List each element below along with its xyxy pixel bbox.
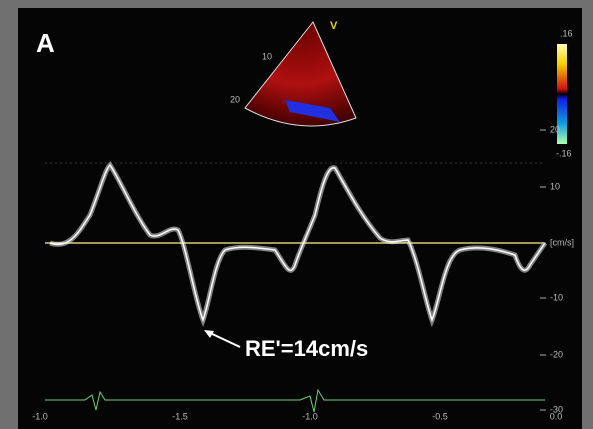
time-label: -0.5	[432, 411, 448, 421]
depth-label: 20	[230, 94, 240, 104]
panel-label: A	[36, 28, 55, 58]
depth-label: 10	[262, 51, 272, 61]
velocity-label: 20	[550, 124, 560, 134]
annotation: RE'=14cm/s	[245, 336, 368, 361]
velocity-label: -20	[550, 349, 563, 359]
ultrasound-image: A 10 20 V .16 -.16 RE'=14cm/s 20 10 [cm/s]…	[0, 0, 593, 429]
velocity-label: -10	[550, 292, 563, 302]
time-label: -1.0	[32, 411, 48, 421]
color-scale-min: -.16	[556, 148, 572, 158]
sample-label: V	[330, 20, 338, 32]
velocity-label: 10	[550, 181, 560, 191]
page: A 10 20 V .16 -.16 RE'=14cm/s 20 10 [cm/s]…	[0, 0, 593, 429]
time-label: 0.0	[550, 411, 563, 421]
time-label: -1.0	[302, 411, 318, 421]
velocity-label: [cm/s]	[550, 237, 574, 247]
color-scale-max: .16	[560, 28, 573, 38]
time-label: -1.5	[172, 411, 188, 421]
